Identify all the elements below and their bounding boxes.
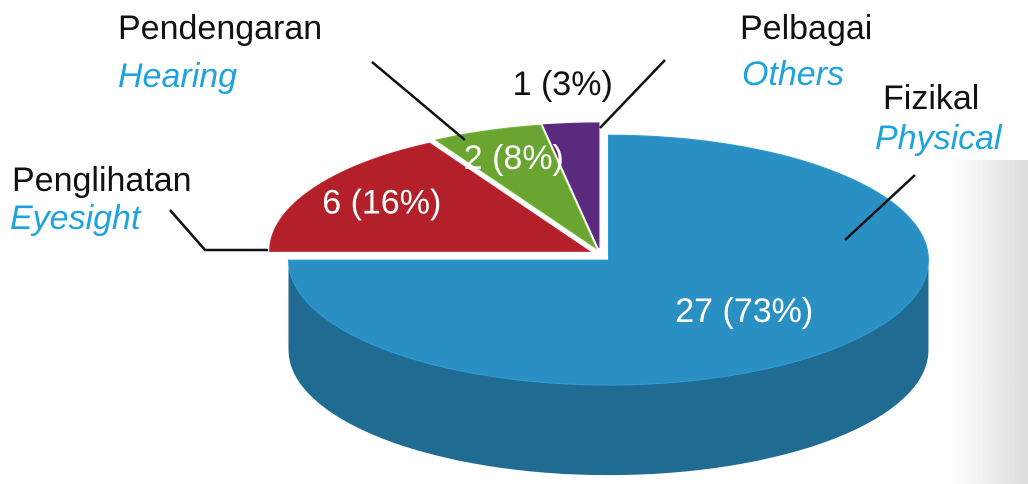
pie: 27 (73%) 6 (16%) 2 (8%) 1 (3%)	[270, 65, 929, 475]
value-label: 6 (16%)	[322, 184, 441, 222]
background-photo	[950, 160, 1028, 484]
category-label: Pendengaran	[118, 9, 322, 47]
category-label: Penglihatan	[12, 161, 192, 199]
category-label: Pelbagai	[740, 9, 872, 47]
value-label: 2 (8%)	[464, 139, 564, 177]
leader-line	[372, 62, 465, 140]
category-translation: Others	[742, 55, 844, 93]
leader-line	[170, 210, 268, 250]
value-label: 1 (3%)	[513, 65, 613, 103]
chart: 27 (73%) 6 (16%) 2 (8%) 1 (3%) Fizikal Phys…	[0, 0, 1028, 484]
category-label: Fizikal	[883, 79, 979, 117]
category-translation: Eyesight	[10, 199, 142, 237]
category-translation: Hearing	[118, 57, 237, 95]
value-label: 27 (73%)	[675, 292, 813, 330]
category-translation: Physical	[875, 119, 1003, 157]
